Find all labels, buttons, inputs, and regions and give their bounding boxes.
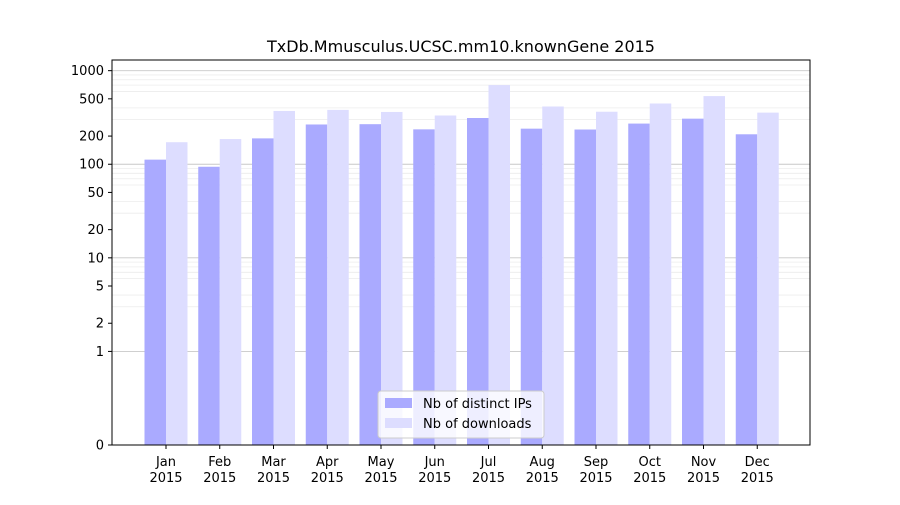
bar-distinct-ips <box>305 124 328 445</box>
x-tick-label-year: 2015 <box>257 471 290 486</box>
bar-downloads <box>381 111 403 446</box>
bar-downloads <box>273 110 295 446</box>
y-tick-label: 500 <box>79 92 104 107</box>
legend-swatch <box>385 418 412 428</box>
bar-distinct-ips <box>413 129 435 445</box>
x-tick-label-year: 2015 <box>149 471 182 486</box>
y-tick-label: 0 <box>96 439 104 454</box>
x-tick-label-month: Apr <box>316 455 339 470</box>
y-tick-label: 200 <box>79 130 104 145</box>
bar-distinct-ips <box>467 118 489 446</box>
legend-label: Nb of distinct IPs <box>423 397 532 412</box>
x-tick-label-month: Feb <box>208 455 231 470</box>
x-tick-label-year: 2015 <box>579 471 612 486</box>
bar-distinct-ips <box>628 123 650 445</box>
bar-downloads <box>596 111 618 446</box>
x-tick-label-month: Oct <box>639 455 661 470</box>
bar-downloads <box>649 103 672 445</box>
x-tick-label-year: 2015 <box>311 471 344 486</box>
x-tick-label-year: 2015 <box>633 471 666 486</box>
x-tick-label-month: Sep <box>584 455 609 470</box>
bar-distinct-ips <box>735 134 758 445</box>
bar-downloads <box>434 115 457 445</box>
legend-swatch <box>385 398 412 408</box>
y-tick-label: 10 <box>87 251 104 266</box>
y-tick-label: 2 <box>96 317 104 332</box>
x-tick-label-month: Jan <box>155 455 176 470</box>
x-tick-label-month: Aug <box>530 455 555 470</box>
y-tick-label: 50 <box>87 186 104 201</box>
bar-distinct-ips <box>520 128 543 445</box>
y-tick-label: 1 <box>96 345 104 360</box>
x-tick-label-year: 2015 <box>687 471 720 486</box>
bar-distinct-ips <box>359 124 381 445</box>
x-tick-label-month: Dec <box>745 455 770 470</box>
x-tick-label-month: Jun <box>424 455 445 470</box>
bar-downloads <box>219 139 242 445</box>
bar-downloads <box>757 112 779 446</box>
x-tick-label-year: 2015 <box>472 471 505 486</box>
x-tick-label-year: 2015 <box>364 471 397 486</box>
bar-distinct-ips <box>144 159 166 445</box>
bar-downloads <box>166 142 188 445</box>
bar-distinct-ips <box>682 118 704 445</box>
plot-frame <box>111 59 811 446</box>
y-tick-label: 20 <box>87 223 104 238</box>
x-tick-label-month: May <box>368 455 395 470</box>
bars-layer <box>144 85 779 446</box>
bar-downloads <box>488 85 510 445</box>
bar-distinct-ips <box>252 138 274 446</box>
bar-downloads <box>703 96 725 445</box>
bar-downloads <box>542 106 564 445</box>
bar-distinct-ips <box>574 129 596 445</box>
x-tick-label-month: Jul <box>480 455 497 470</box>
bar-distinct-ips <box>198 166 220 446</box>
legend-box <box>377 390 545 439</box>
x-tick-label-year: 2015 <box>526 471 559 486</box>
legend-label: Nb of downloads <box>423 417 532 432</box>
x-tick-label-year: 2015 <box>741 471 774 486</box>
x-tick-label-year: 2015 <box>203 471 236 486</box>
chart-title: TxDb.Mmusculus.UCSC.mm10.knownGene 2015 <box>266 37 655 56</box>
x-tick-label-month: Mar <box>261 455 286 470</box>
bar-downloads <box>327 109 349 446</box>
x-tick-label-year: 2015 <box>418 471 451 486</box>
axes-layer: 01251020501002005001000Jan2015Feb2015Mar… <box>71 59 811 486</box>
legend: Nb of distinct IPs Nb of downloads <box>377 390 545 439</box>
y-tick-label: 5 <box>96 280 104 295</box>
x-tick-label-month: Nov <box>691 455 717 470</box>
y-tick-label: 1000 <box>71 64 104 79</box>
y-tick-label: 100 <box>79 158 104 173</box>
